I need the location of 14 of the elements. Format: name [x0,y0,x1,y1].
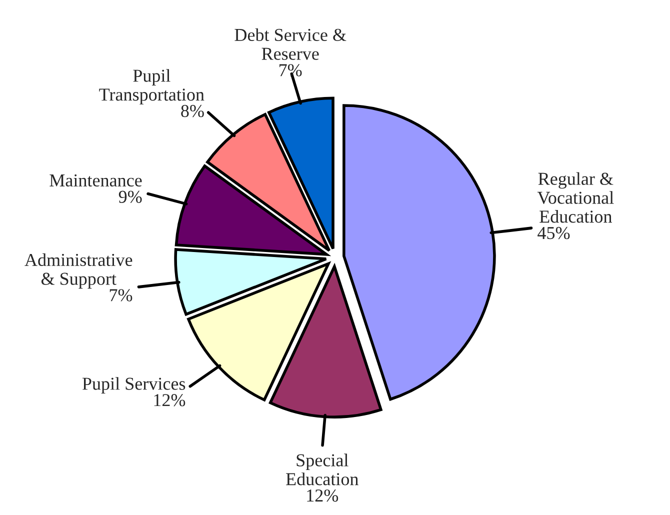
data-label: 7% [279,64,302,76]
slice-label: Special Education [286,454,358,486]
data-label: 45% [538,226,570,240]
slice-label: Maintenance [50,174,142,187]
slice-label: Pupil Services [82,377,186,394]
data-label: 12% [154,394,186,406]
data-label: 8% [181,104,204,118]
slice-label: Pupil Transportation [99,69,204,104]
slice-label: Regular & Vocational Education [537,172,614,223]
data-label: 9% [118,190,142,203]
slice-label: Administrative & Support [24,253,132,289]
slice-label: Debt Service & Reserve [234,28,346,60]
data-label: 7% [110,289,132,302]
data-label: 12% [307,489,338,502]
